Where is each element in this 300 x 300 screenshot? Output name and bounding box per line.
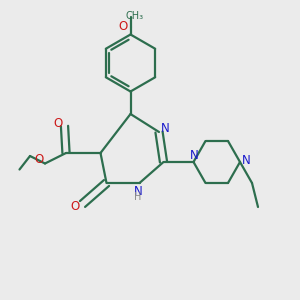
Text: H: H [134,192,142,202]
Text: O: O [118,20,127,34]
Text: N: N [161,122,170,136]
Text: O: O [34,153,43,167]
Text: N: N [134,185,142,198]
Text: O: O [53,117,62,130]
Text: O: O [70,200,80,213]
Text: CH₃: CH₃ [125,11,143,21]
Text: N: N [242,154,251,167]
Text: N: N [190,149,199,162]
